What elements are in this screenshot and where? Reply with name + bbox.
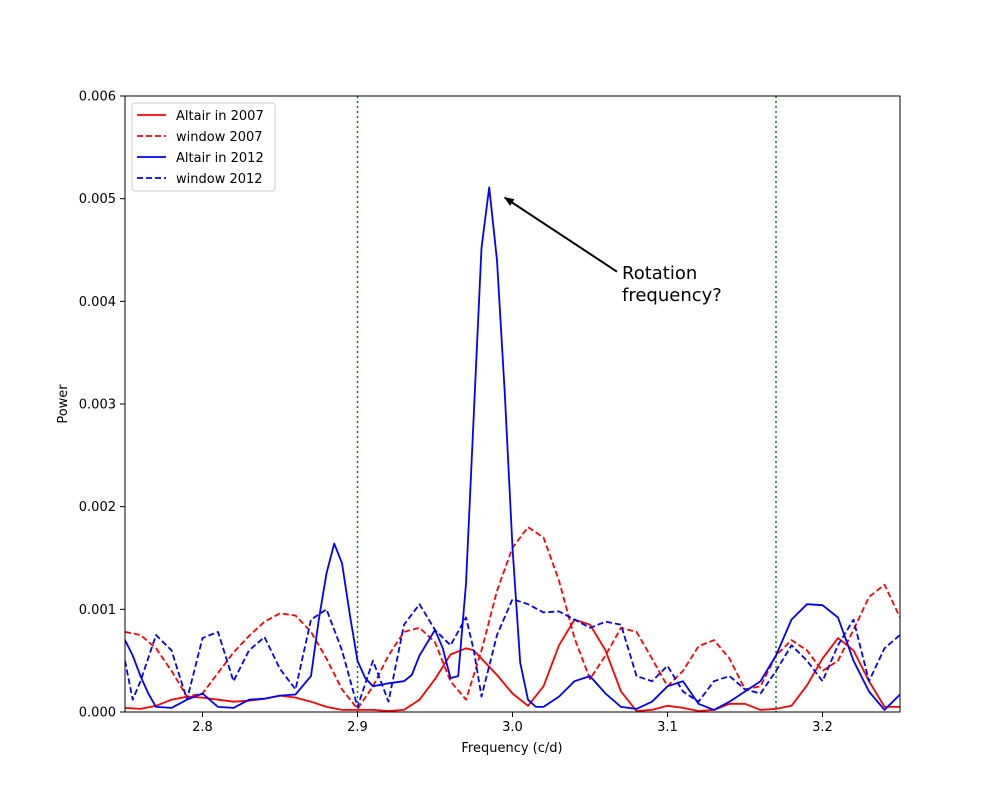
y-tick-label-6: 0.006 [79, 90, 116, 105]
x-axis-ticks: 2.8 2.9 3.0 3.1 3.2 [192, 712, 833, 735]
legend-label-0: Altair in 2007 [176, 109, 264, 124]
y-tick-label-1: 0.001 [79, 603, 116, 618]
y-axis-label: Power [56, 384, 71, 424]
y-axis-ticks: 0.000 0.001 0.002 0.003 0.004 0.005 0.006 [79, 90, 125, 721]
y-tick-label-3: 0.003 [79, 398, 116, 413]
series-line-3 [125, 598, 900, 708]
x-axis-label: Frequency (c/d) [461, 741, 562, 756]
x-tick-label-1: 2.9 [347, 720, 368, 735]
y-tick-label-2: 0.002 [79, 500, 116, 515]
series-layer [125, 186, 900, 712]
legend-label-1: window 2007 [176, 130, 263, 145]
legend-label-3: window 2012 [176, 172, 263, 187]
x-tick-label-3: 3.1 [657, 720, 678, 735]
series-line-2 [125, 186, 900, 711]
legend-box [131, 102, 276, 192]
legend-label-2: Altair in 2012 [176, 151, 264, 166]
legend: Altair in 2007 window 2007 Altair in 2012 w… [131, 102, 276, 192]
y-tick-label-4: 0.004 [79, 295, 116, 310]
annotation-arrow [503, 196, 618, 273]
y-tick-label-5: 0.005 [79, 192, 116, 207]
x-tick-label-4: 3.2 [812, 720, 833, 735]
annotation-line-2: frequency? [622, 285, 722, 306]
y-tick-label-0: 0.000 [79, 706, 116, 721]
annotation-line-1: Rotation [622, 263, 697, 284]
x-tick-label-0: 2.8 [192, 720, 213, 735]
rotation-annotation: Rotation frequency? [503, 196, 722, 306]
x-tick-label-2: 3.0 [502, 720, 523, 735]
